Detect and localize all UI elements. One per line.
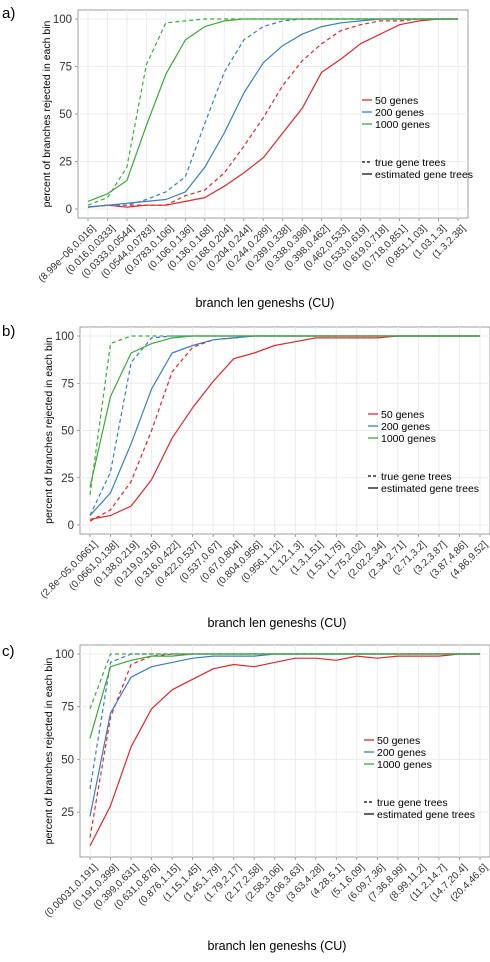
legend-label: 1000 genes xyxy=(381,433,436,445)
y-tick-label: 25 xyxy=(59,157,72,169)
plot-area xyxy=(79,644,490,858)
y-tick-label: 75 xyxy=(61,702,74,714)
y-tick-label: 50 xyxy=(61,426,74,438)
y-tick-label: 0 xyxy=(66,204,72,216)
legend-label: 200 genes xyxy=(375,107,424,119)
series-line-1000-genes-true xyxy=(89,335,480,495)
legend-linetype-label: true gene trees xyxy=(381,471,452,483)
legend-linetype-label: true gene trees xyxy=(377,797,448,809)
y-tick-label: 50 xyxy=(59,109,72,121)
series-line-50-genes-estimated xyxy=(87,18,458,208)
y-axis-label: percent of branches rejected in each bin xyxy=(41,20,53,207)
panel-label: a) xyxy=(2,5,15,22)
series-line-50-genes-estimated xyxy=(89,653,480,847)
panel-label: c) xyxy=(2,643,15,660)
x-axis-label: branch len geneshs (CU) xyxy=(208,616,347,630)
series-line-1000-genes-true xyxy=(89,653,480,710)
legend-linetype-label: true gene trees xyxy=(375,157,446,169)
legend-label: 50 genes xyxy=(377,735,420,747)
legend-label: 200 genes xyxy=(377,747,426,759)
legend-linetype-label: estimated gene trees xyxy=(377,809,475,821)
series-line-1000-genes-estimated xyxy=(87,18,458,202)
legend-label: 1000 genes xyxy=(375,119,430,131)
y-tick-label: 100 xyxy=(53,14,72,26)
panel-label: b) xyxy=(2,323,15,340)
series-line-200-genes-true xyxy=(87,18,458,208)
legend-label: 1000 genes xyxy=(377,759,432,771)
y-tick-label: 25 xyxy=(61,473,74,485)
x-axis-label: branch len geneshs (CU) xyxy=(196,296,335,310)
chart-panel-3: c)255075100(0.00031,0.191](0.191,0.399](… xyxy=(2,643,490,953)
legend-label: 50 genes xyxy=(381,409,424,421)
x-axis-label: branch len geneshs (CU) xyxy=(208,939,347,953)
y-tick-label: 100 xyxy=(55,331,74,343)
y-tick-label: 50 xyxy=(61,754,74,766)
legend-label: 50 genes xyxy=(375,95,418,107)
y-tick-label: 75 xyxy=(61,378,74,390)
y-tick-label: 75 xyxy=(59,62,72,74)
y-axis-label: percent of branches rejected in each bin xyxy=(43,657,55,844)
legend-label: 200 genes xyxy=(381,421,430,433)
chart-panel-1: a)0255075100(8.99e−06,0.016](0.016,0.033… xyxy=(2,5,473,310)
y-tick-label: 100 xyxy=(55,649,74,661)
series-line-50-genes-true xyxy=(87,18,458,208)
y-tick-label: 0 xyxy=(68,520,74,532)
series-line-1000-genes-true xyxy=(87,18,458,206)
chart-panel-2: b)0255075100(2.8e−05,0.0661](0.0661,0.13… xyxy=(2,323,490,630)
y-axis-label: percent of branches rejected in each bin xyxy=(43,337,55,524)
legend-linetype-label: estimated gene trees xyxy=(375,169,473,181)
legend-linetype-label: estimated gene trees xyxy=(381,483,479,495)
y-tick-label: 25 xyxy=(61,807,74,819)
